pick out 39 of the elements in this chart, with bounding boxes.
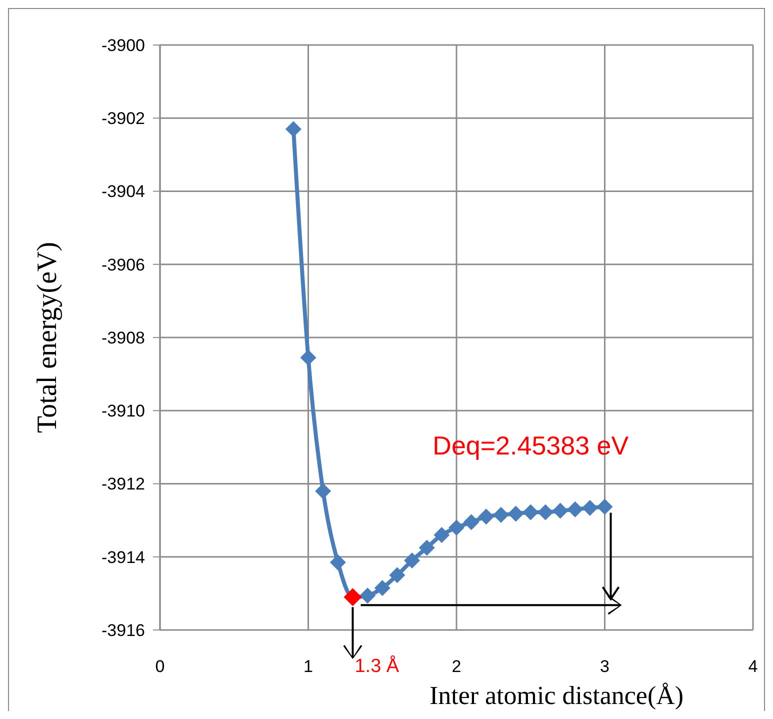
annotation: Deq=2.45383 eV bbox=[432, 430, 630, 460]
x-axis-title: Inter atomic distance(Å) bbox=[429, 681, 684, 710]
x-tick-label: 0 bbox=[155, 657, 165, 676]
y-tick-label: -3902 bbox=[102, 109, 145, 128]
y-tick-label: -3908 bbox=[102, 328, 145, 348]
point bbox=[300, 350, 316, 366]
point bbox=[552, 502, 568, 519]
x-tick-label: 4 bbox=[748, 657, 758, 676]
point bbox=[434, 526, 450, 543]
point bbox=[418, 540, 435, 556]
point bbox=[285, 121, 302, 138]
y-tick-label: -3912 bbox=[102, 474, 145, 494]
y-tick-label: -3914 bbox=[102, 548, 145, 567]
text: 1.3 Å bbox=[354, 655, 400, 677]
point bbox=[315, 483, 332, 500]
point bbox=[404, 552, 420, 569]
point bbox=[360, 588, 376, 604]
point bbox=[448, 520, 464, 536]
x-tick-label: 2 bbox=[452, 657, 462, 676]
point bbox=[596, 498, 613, 515]
y-tick-label: -3906 bbox=[102, 255, 145, 274]
point bbox=[330, 554, 346, 570]
point bbox=[492, 506, 509, 523]
x-tick-label: 3 bbox=[600, 657, 610, 676]
point bbox=[389, 567, 406, 584]
point bbox=[508, 506, 524, 522]
y-tick-label: -3904 bbox=[102, 182, 145, 202]
point bbox=[567, 501, 584, 518]
point bbox=[522, 504, 539, 520]
point bbox=[463, 514, 480, 530]
point bbox=[478, 508, 494, 525]
point bbox=[374, 580, 390, 596]
y-tick-label: -3900 bbox=[102, 36, 145, 55]
point bbox=[537, 504, 554, 520]
y-axis-title: Total energy(eV) bbox=[32, 242, 63, 434]
x-tick-label: 1 bbox=[304, 657, 313, 676]
y-tick-label: -3910 bbox=[102, 402, 145, 421]
point bbox=[582, 500, 598, 516]
y-tick-label: -3916 bbox=[102, 620, 145, 640]
